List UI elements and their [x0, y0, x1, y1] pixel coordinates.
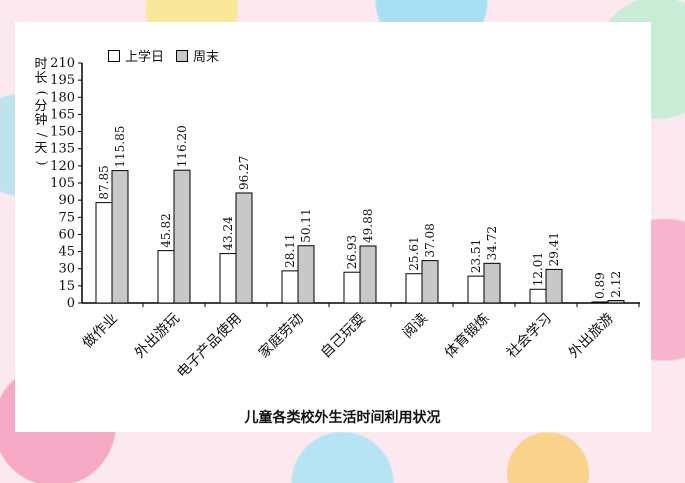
y-tick-label: 165: [50, 107, 75, 122]
data-label: 96.27: [237, 156, 251, 190]
legend-item-weekday: 上学日: [108, 46, 164, 65]
bar-weekend: [235, 192, 253, 304]
data-label: 28.11: [283, 234, 297, 268]
data-label: 43.24: [221, 216, 235, 251]
bar-weekend: [111, 170, 129, 304]
bar-weekday: [405, 273, 423, 304]
bar-weekday: [219, 253, 237, 304]
bar-weekend: [421, 260, 439, 304]
x-tick-label: 家庭劳动: [255, 310, 307, 362]
data-label: 87.85: [97, 165, 111, 199]
y-tick-label: 0: [67, 296, 75, 311]
y-tick-label: 15: [58, 279, 75, 294]
x-tick-label: 社会学习: [504, 311, 555, 362]
bar-weekday: [467, 275, 485, 304]
x-tick-label: 外出游玩: [132, 311, 183, 362]
data-label: 2.12: [609, 271, 623, 298]
y-tick-label: 210: [50, 56, 75, 71]
data-label: 0.89: [593, 272, 607, 299]
legend-item-weekend: 周末: [176, 46, 219, 65]
bar-weekday: [591, 301, 609, 304]
data-label: 50.11: [299, 208, 313, 242]
y-tick-label: 90: [58, 193, 75, 208]
y-tick-label: 180: [50, 90, 75, 105]
y-tick-label: 75: [58, 210, 75, 225]
data-label: 29.41: [547, 232, 561, 266]
y-tick-label: 45: [58, 245, 75, 260]
x-tick-label: 自己玩耍: [318, 311, 369, 362]
x-tick-label: 做作业: [80, 311, 121, 352]
data-label: 45.82: [159, 213, 173, 247]
bar-weekday: [95, 202, 113, 304]
data-label: 26.93: [345, 235, 359, 269]
x-tick-label: 体育锻炼: [442, 311, 493, 362]
legend-swatch-weekday: [108, 49, 120, 62]
data-label: 115.85: [113, 126, 127, 168]
bar-weekday: [529, 288, 547, 304]
y-tick-label: 105: [50, 176, 75, 191]
data-label: 25.61: [407, 236, 421, 270]
bar-weekend: [173, 169, 191, 304]
x-tick-label: 电子产品使用: [173, 310, 244, 381]
data-label: 34.72: [485, 226, 499, 260]
y-tick-label: 195: [50, 73, 75, 88]
bar-weekday: [281, 270, 299, 304]
bar-weekend: [545, 268, 563, 304]
data-label: 116.20: [175, 125, 189, 167]
chart-bars: [95, 169, 625, 304]
bar-weekend: [607, 300, 625, 304]
data-label: 49.88: [361, 209, 375, 243]
bar-weekday: [343, 271, 361, 304]
y-tick-label: 135: [50, 142, 75, 157]
y-tick-label: 60: [58, 227, 75, 242]
y-tick-label: 30: [58, 262, 75, 277]
legend-label-weekend: 周末: [193, 50, 220, 65]
y-axis-label: 时长(分钟 / 天): [34, 57, 49, 166]
data-label: 23.51: [469, 239, 483, 273]
bar-weekend: [359, 245, 377, 304]
data-label: 37.08: [423, 223, 437, 257]
x-tick-label: 阅读: [399, 310, 431, 342]
legend-swatch-weekend: [176, 49, 189, 62]
legend-label-weekday: 上学日: [125, 50, 165, 65]
x-tick-label: 外出旅游: [566, 311, 617, 362]
y-tick-label: 120: [50, 159, 75, 174]
bar-weekday: [157, 250, 175, 304]
chart-legend: 上学日 周末: [108, 46, 231, 65]
data-label: 12.01: [531, 252, 545, 286]
bar-weekend: [297, 245, 315, 304]
y-tick-label: 150: [50, 125, 75, 140]
chart-title: 儿童各类校外生活时间利用状况: [244, 410, 441, 426]
bar-weekend: [483, 262, 501, 304]
